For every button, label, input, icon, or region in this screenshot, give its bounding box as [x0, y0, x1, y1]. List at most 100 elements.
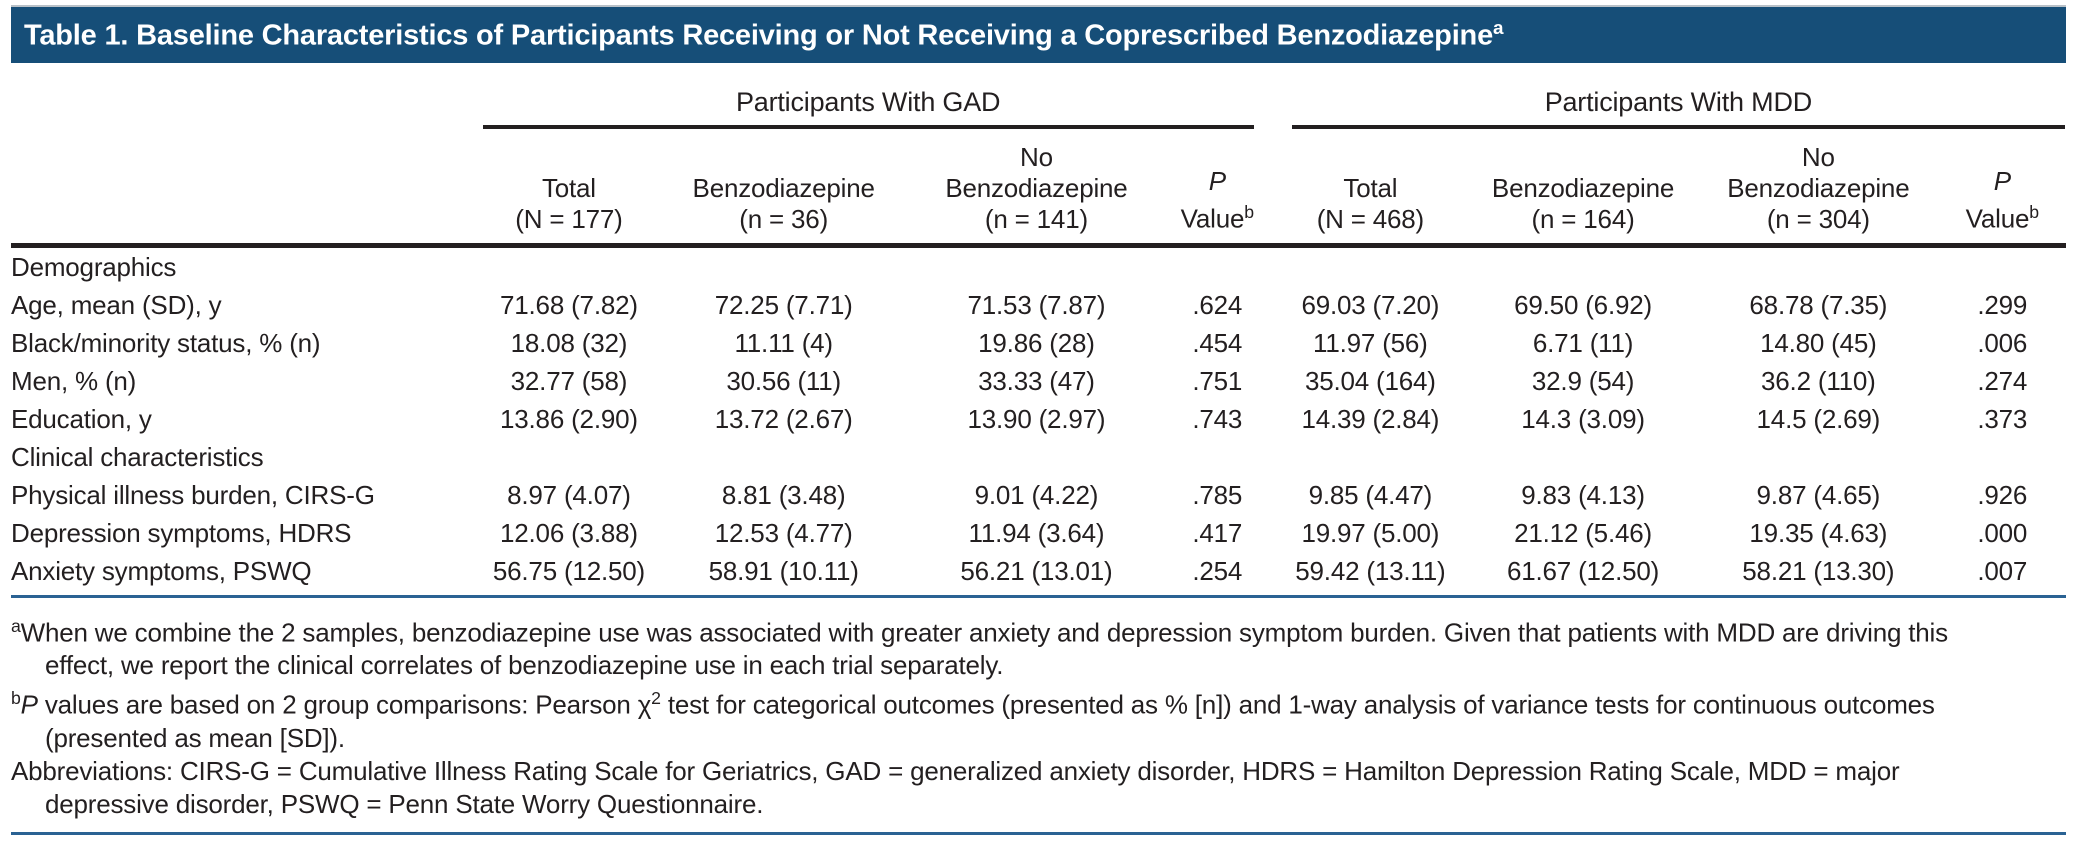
table-cell: 14.80 (45): [1760, 327, 1877, 358]
table-cell: 71.53 (7.87): [967, 289, 1106, 320]
table-cell: 9.87 (4.65): [1756, 479, 1881, 510]
column-header-row: Total (N = 177) Benzodiazepine (n = 36) …: [11, 129, 2066, 248]
column-header-gad-total: Total (N = 177): [481, 129, 657, 248]
table-cell: 61.67 (12.50): [1467, 551, 1699, 598]
footnote-a-marker: a: [11, 615, 21, 636]
table-cell: 9.01 (4.22): [974, 479, 1099, 510]
column-header-mdd-no-benzodiazepine: No Benzodiazepine (n = 304): [1698, 129, 1939, 248]
table-cell: .751: [1192, 365, 1243, 396]
section-row-demographics: Demographics: [11, 245, 2066, 286]
table-cell: .000: [1977, 517, 2028, 548]
table-cell: 13.86 (2.90): [500, 403, 638, 434]
table-cell: 8.81 (3.48): [721, 479, 846, 510]
table-title-bar: Table 1. Baseline Characteristics of Par…: [11, 7, 2066, 63]
table-cell: 19.35 (4.63): [1749, 517, 1888, 548]
table-cell: 71.68 (7.82): [500, 289, 638, 320]
table-cell: 13.90 (2.97): [967, 403, 1106, 434]
table-cell: 14.39 (2.84): [1301, 403, 1440, 434]
abbreviations-note: Abbreviations: CIRS-G = Cumulative Illne…: [11, 755, 1900, 819]
table-cell: 11.97 (56): [1313, 327, 1428, 358]
table-cell: .785: [1192, 479, 1243, 510]
table-cell: 19.97 (5.00): [1301, 517, 1440, 548]
empty-header-cell: [11, 129, 482, 248]
row-label: Black/minority status, % (n): [11, 327, 321, 358]
table-cell: 32.77 (58): [510, 365, 628, 396]
section-label: Demographics: [11, 251, 177, 282]
table-cell: .926: [1977, 479, 2028, 510]
baseline-characteristics-table: Participants With GAD Participants With …: [11, 63, 2066, 598]
table-cell: 72.25 (7.71): [714, 289, 853, 320]
table-cell: .006: [1977, 327, 2028, 358]
table-title: Table 1. Baseline Characteristics of Par…: [24, 19, 1494, 52]
table-cell: 56.21 (13.01): [911, 551, 1162, 598]
column-header-gad-benzodiazepine: Benzodiazepine (n = 36): [656, 129, 912, 248]
table-cell: .007: [1938, 551, 2066, 598]
table-cell: 35.04 (164): [1304, 365, 1436, 396]
table-row-black-minority-status: Black/minority status, % (n) 18.08 (32) …: [11, 324, 2066, 362]
footnote-a: aWhen we combine the 2 samples, benzodia…: [11, 615, 1948, 681]
table-row-anxiety-symptoms: Anxiety symptoms, PSWQ 56.75 (12.50) 58.…: [11, 551, 2066, 598]
table-cell: 12.06 (3.88): [500, 517, 638, 548]
p-value-footnote-marker: b: [1244, 202, 1254, 222]
table-cell: 58.21 (13.30): [1698, 551, 1939, 598]
group-header-mdd: Participants With MDD: [1291, 87, 2065, 129]
row-label: Physical illness burden, CIRS-G: [11, 479, 375, 510]
table-cell: 59.42 (13.11): [1272, 551, 1468, 598]
table-cell: 58.91 (10.11): [656, 551, 912, 598]
table-cell: 8.97 (4.07): [507, 479, 631, 510]
table-cell: 21.12 (5.46): [1514, 517, 1652, 548]
table-row-men: Men, % (n) 32.77 (58) 30.56 (11) 33.33 (…: [11, 362, 2066, 400]
table-cell: .373: [1977, 403, 2028, 434]
row-label: Age, mean (SD), y: [11, 289, 222, 320]
table-cell: 32.9 (54): [1531, 365, 1635, 396]
table-cell: 14.3 (3.09): [1521, 403, 1645, 434]
table-cell: 56.75 (12.50): [481, 551, 657, 598]
table-cell: .417: [1192, 517, 1243, 548]
column-header-gad-no-benzodiazepine: No Benzodiazepine (n = 141): [911, 129, 1162, 248]
table-cell: 12.53 (4.77): [714, 517, 853, 548]
table-cell: .254: [1161, 551, 1273, 598]
table-cell: 30.56 (11): [726, 365, 841, 396]
column-header-mdd-benzodiazepine: Benzodiazepine (n = 164): [1467, 129, 1699, 248]
table-cell: .274: [1977, 365, 2028, 396]
table-cell: 9.83 (4.13): [1521, 479, 1645, 510]
section-row-clinical-characteristics: Clinical characteristics: [11, 438, 2066, 476]
table-cell: .624: [1192, 289, 1243, 320]
table-cell: 14.5 (2.69): [1756, 403, 1881, 434]
table-cell: 69.50 (6.92): [1514, 289, 1652, 320]
section-label: Clinical characteristics: [11, 441, 264, 472]
row-label: Men, % (n): [11, 365, 137, 396]
empty-header-cell: [11, 63, 482, 130]
footnotes: aWhen we combine the 2 samples, benzodia…: [11, 610, 2006, 821]
table-cell: 13.72 (2.67): [714, 403, 853, 434]
table-cell: .743: [1192, 403, 1243, 434]
table-cell: 19.86 (28): [978, 327, 1095, 358]
bottom-divider: [11, 831, 2066, 835]
chi-square-exponent: 2: [651, 688, 661, 709]
group-header-gad: Participants With GAD: [482, 87, 1254, 129]
table-row-age: Age, mean (SD), y 71.68 (7.82) 72.25 (7.…: [11, 286, 2066, 324]
row-label: Anxiety symptoms, PSWQ: [11, 551, 482, 598]
footnote-b: bP values are based on 2 group compariso…: [11, 688, 1935, 753]
column-header-mdd-total: Total (N = 468): [1272, 129, 1468, 248]
table-cell: 69.03 (7.20): [1301, 289, 1440, 320]
row-label: Education, y: [11, 403, 152, 434]
footnote-b-marker: b: [11, 688, 21, 709]
table-cell: .454: [1192, 327, 1243, 358]
p-value-footnote-marker: b: [2029, 202, 2039, 222]
table-cell: 33.33 (47): [978, 365, 1095, 396]
column-header-mdd-p-value: P Valueb: [1938, 129, 2066, 248]
table-row-depression-symptoms: Depression symptoms, HDRS 12.06 (3.88) 1…: [11, 514, 2066, 552]
table-cell: 6.71 (11): [1532, 327, 1634, 358]
row-label: Depression symptoms, HDRS: [11, 517, 352, 548]
table-cell: .299: [1977, 289, 2028, 320]
table-cell: 11.94 (3.64): [968, 517, 1105, 548]
table-cell: 9.85 (4.47): [1308, 479, 1433, 510]
column-header-gad-p-value: P Valueb: [1161, 129, 1273, 248]
group-header-row: Participants With GAD Participants With …: [11, 63, 2066, 130]
table-title-footnote-marker: a: [1493, 17, 1504, 38]
table-cell: 68.78 (7.35): [1749, 289, 1888, 320]
top-divider: [11, 5, 2066, 7]
table-row-education: Education, y 13.86 (2.90) 13.72 (2.67) 1…: [11, 400, 2066, 438]
table-cell: 18.08 (32): [510, 327, 628, 358]
